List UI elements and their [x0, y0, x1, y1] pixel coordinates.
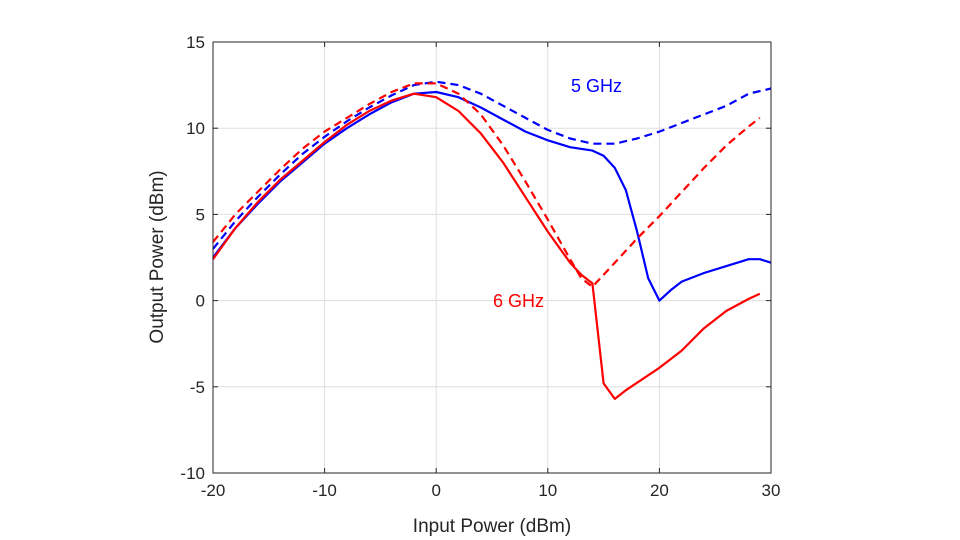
- x-axis-label: Input Power (dBm): [413, 516, 571, 537]
- y-tick-label: 5: [196, 205, 205, 224]
- y-tick-label: -5: [190, 378, 205, 397]
- y-tick-label: 10: [186, 119, 205, 138]
- x-tick-label: -20: [201, 481, 226, 500]
- y-tick-label: 0: [196, 292, 205, 311]
- series-lines: [212, 80, 772, 400]
- x-tick-label: -10: [312, 481, 337, 500]
- series-line-2: [212, 92, 761, 400]
- annotation-6ghz: 6 GHz: [493, 291, 544, 311]
- x-tick-label: 20: [650, 481, 669, 500]
- series-line-3: [212, 82, 761, 288]
- y-tick-label: 15: [186, 33, 205, 52]
- annotation-5ghz: 5 GHz: [571, 76, 622, 96]
- plot-frame: [212, 41, 772, 474]
- x-tick-label: 30: [762, 481, 781, 500]
- grid: [212, 41, 772, 474]
- series-line-1: [212, 80, 772, 250]
- x-tick-label: 0: [431, 481, 440, 500]
- series-line-0: [212, 90, 772, 302]
- y-axis-label: Output Power (dBm): [147, 170, 168, 343]
- x-tick-label: 10: [538, 481, 557, 500]
- y-tick-label: -10: [180, 464, 205, 483]
